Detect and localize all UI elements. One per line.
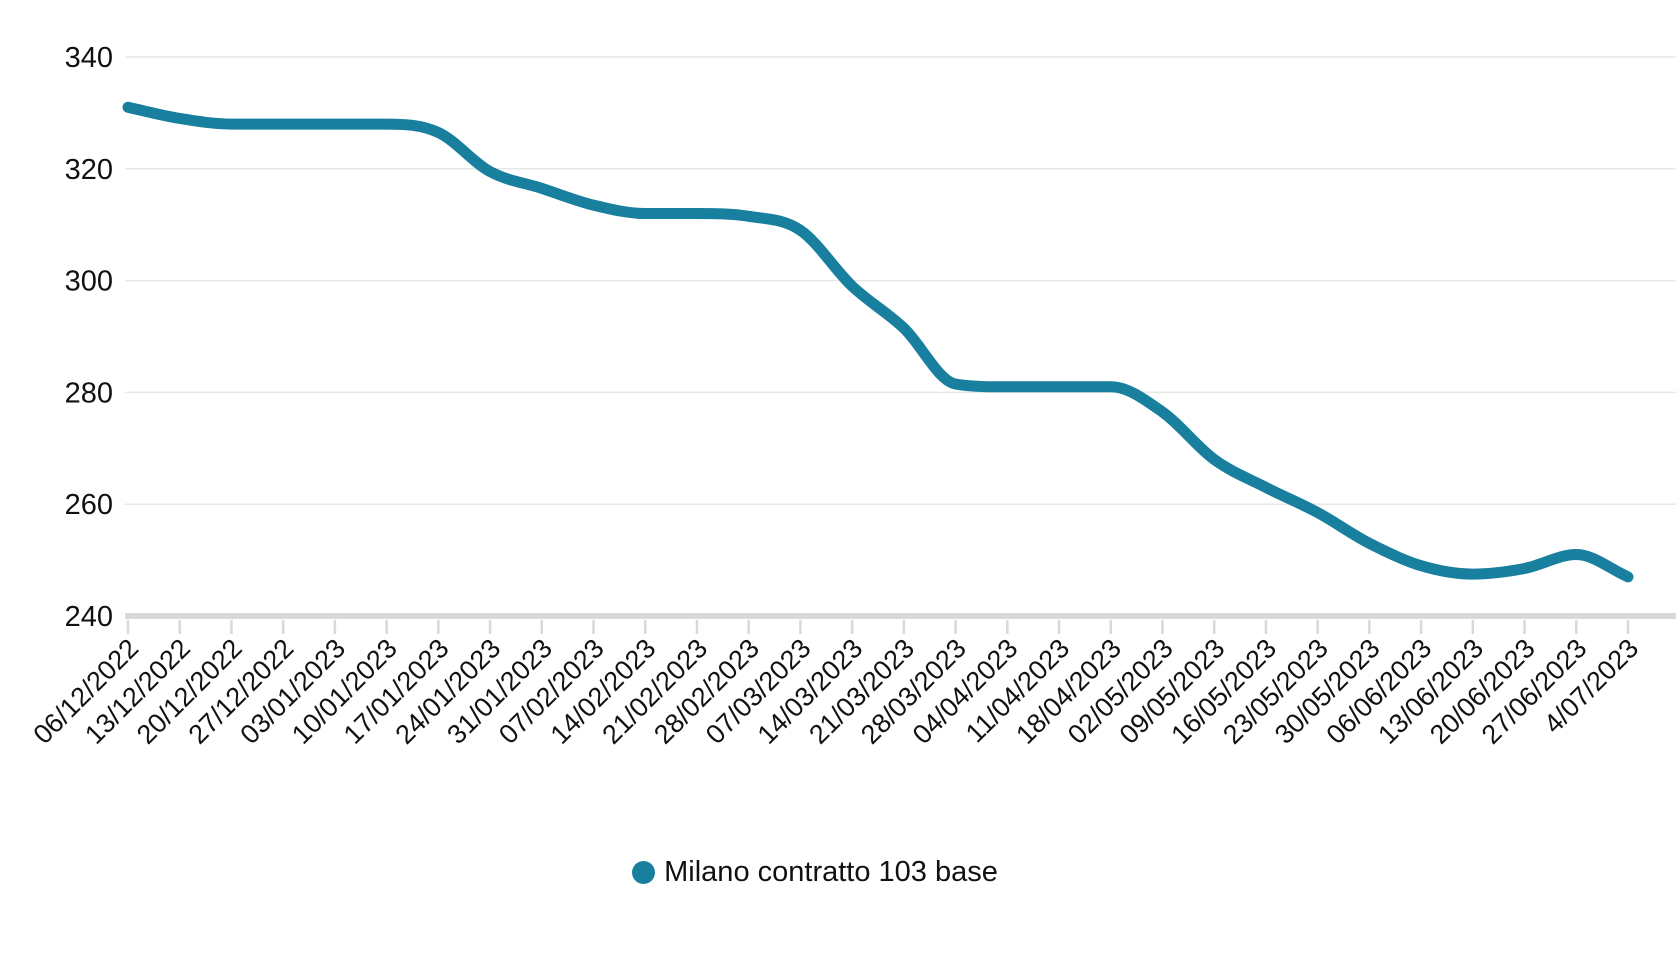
series-line bbox=[122, 101, 1634, 583]
y-axis-label: 300 bbox=[65, 266, 113, 298]
y-axis-label: 320 bbox=[65, 154, 113, 186]
line-chart: 240 260 280 300 320 340 06/12/2022 13/12/2022 20… bbox=[27, 42, 1676, 750]
y-axis-label: 340 bbox=[65, 42, 113, 74]
y-axis-label: 240 bbox=[65, 601, 113, 633]
chart-canvas: 24026028030032034006/12/202213/12/202220… bbox=[27, 42, 1676, 750]
y-axis-label: 280 bbox=[65, 377, 113, 409]
legend: Milano contratto 103 base bbox=[0, 856, 1680, 889]
legend-dot-icon bbox=[632, 861, 656, 884]
y-axis-label: 260 bbox=[65, 489, 113, 521]
legend-label: Milano contratto 103 base bbox=[664, 856, 998, 888]
